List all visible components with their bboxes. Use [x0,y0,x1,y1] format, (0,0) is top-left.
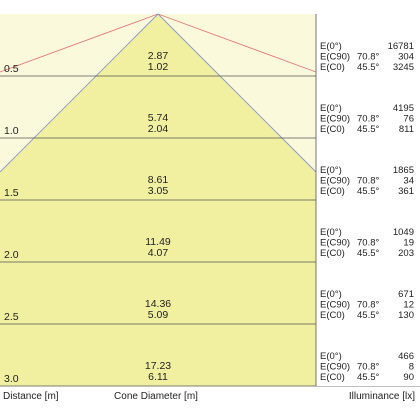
outer-beam-edge-right [157,13,317,73]
illuminance-value: 811 [399,124,414,135]
cone-diameter-value: 5.74 [148,112,169,124]
illuminance-value: 3245 [393,62,414,73]
illuminance-label: E(0°) [320,289,342,300]
illuminance-label: Illuminance [lx] [349,391,415,402]
illuminance-label: E(C0) [320,248,345,259]
illuminance-label: E(C90) [320,114,350,125]
illuminance-value: 203 [398,248,414,259]
illuminance-label: E(C90) [320,300,350,311]
illuminance-value: 671 [398,289,414,300]
illuminance-value: 19 [403,238,414,249]
illuminance-angle: 45.5° [357,248,379,259]
cone-height-value: 6.11 [148,371,168,383]
distance-value: 1.0 [4,125,19,137]
illuminance-value: 1049 [393,227,414,238]
cone-height-value: 3.05 [148,185,169,197]
illuminance-value: 16781 [388,41,414,52]
cone-diameter-label: Cone Diameter [m] [114,391,198,402]
distance-value: 2.5 [4,311,19,323]
illuminance-angle: 70.8° [357,362,379,373]
illuminance-label: E(C0) [320,186,345,197]
distance-axis-label: Distance [m] [3,391,59,402]
illuminance-label: E(C90) [320,362,350,373]
cone-diameter-value: 17.23 [145,360,171,372]
illuminance-label: E(0°) [320,165,342,176]
illuminance-value: 361 [398,186,414,197]
illuminance-label: E(C0) [320,62,345,73]
illuminance-angle: 45.5° [357,62,379,73]
illuminance-angle: 70.8° [357,52,379,63]
illuminance-label: E(C0) [320,124,345,135]
illuminance-value: 466 [398,351,414,362]
illuminance-value: 76 [403,114,414,125]
illuminance-angle: 70.8° [357,114,379,125]
illuminance-value: 1865 [393,165,414,176]
cone-height-value: 1.02 [148,61,169,73]
illuminance-angle: 45.5° [357,372,379,383]
distance-value: 2.0 [4,249,19,261]
distance-value: 3.0 [4,373,19,385]
cone-diameter-value: 14.36 [145,298,171,310]
outer-beam-edge-left [0,13,159,73]
cone-height-value: 2.04 [148,123,169,135]
cone-height-value: 4.07 [148,247,169,259]
illuminance-label: E(0°) [320,227,342,238]
illuminance-value: 304 [398,52,414,63]
illuminance-angle: 70.8° [357,176,379,187]
illuminance-label: E(C90) [320,238,350,249]
illuminance-label: E(0°) [320,351,342,362]
distance-value: 0.5 [4,63,19,75]
beam-edge-right [157,13,317,173]
illuminance-label: E(0°) [320,41,342,52]
illuminance-value: 4195 [393,103,414,114]
illuminance-angle: 45.5° [357,186,379,197]
illuminance-value: 130 [398,310,414,321]
illuminance-value: 8 [409,362,414,373]
cone-diameter-value: 2.87 [148,50,169,62]
illuminance-value: 90 [403,372,414,383]
beam-edge-left [0,13,159,173]
illuminance-value: 12 [403,300,414,311]
text-layer: 0.5 2.871.02 1.0 5.742.04 1.5 8.613.05 2.0 11.4… [4,50,171,385]
cone-diameter-value: 11.49 [145,236,171,248]
illuminance-label: E(C90) [320,52,350,63]
illuminance-angle: 70.8° [357,300,379,311]
panel-layer: E(0°) 16781 E(C90) 70.8° 304 E(C0) 45.5° 3245 E(… [320,41,414,383]
distance-value: 1.5 [4,187,19,199]
cone-diameter-value: 8.61 [148,174,169,186]
illuminance-panel [316,14,420,386]
illuminance-label: E(C0) [320,372,345,383]
illuminance-label: E(C90) [320,176,350,187]
cone-height-value: 5.09 [148,309,169,321]
illuminance-value: 34 [403,176,414,187]
illuminance-label: E(0°) [320,103,342,114]
illuminance-angle: 45.5° [357,124,379,135]
illuminance-angle: 45.5° [357,310,379,321]
illuminance-angle: 70.8° [357,238,379,249]
illuminance-label: E(C0) [320,310,345,321]
